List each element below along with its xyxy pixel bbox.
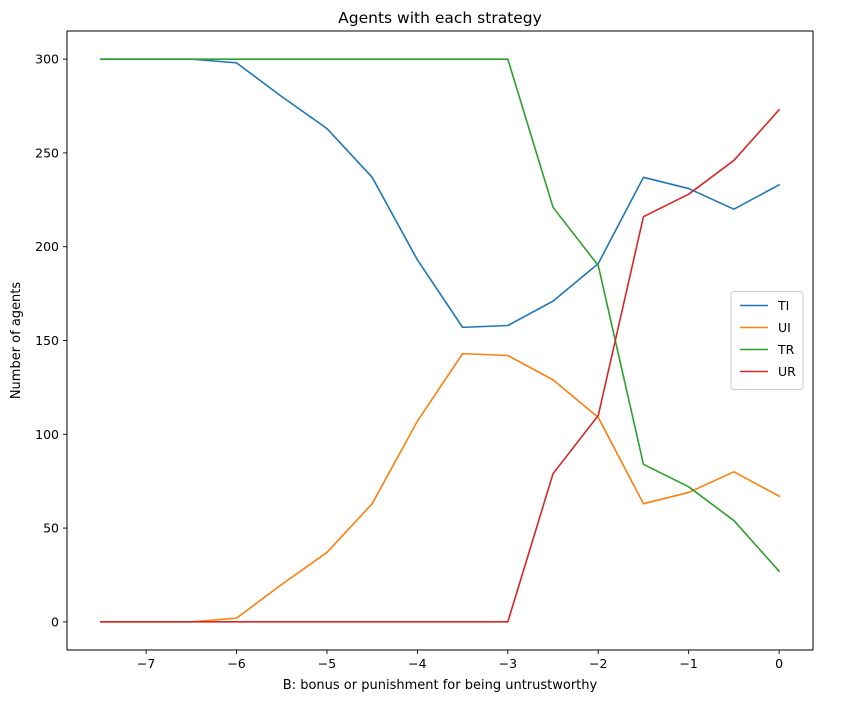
legend-label-tr: TR	[777, 342, 795, 357]
x-tick-label: −6	[227, 656, 245, 671]
series-line-ui	[100, 352, 781, 623]
x-tick-label: −3	[499, 656, 517, 671]
x-tick-label: −4	[408, 656, 426, 671]
series-line-ur	[100, 108, 781, 623]
x-tick-label: −1	[679, 656, 697, 671]
legend: TI UI TR UR	[730, 291, 804, 390]
y-tick-label: 300	[35, 52, 59, 67]
legend-box	[730, 291, 804, 390]
legend-label-ti: TI	[777, 298, 789, 313]
y-axis: 0 50 100 150 200 250 300	[35, 52, 67, 629]
x-tick-label: −7	[137, 656, 155, 671]
y-tick-label: 200	[35, 239, 59, 254]
x-axis: −7 −6 −5 −4 −3 −2 −1 0	[137, 650, 783, 671]
series-line-tr	[100, 58, 781, 573]
legend-label-ui: UI	[778, 320, 791, 335]
y-tick-label: 150	[35, 333, 59, 348]
legend-label-ur: UR	[778, 364, 796, 379]
y-tick-label: 0	[51, 614, 59, 629]
x-tick-label: −2	[589, 656, 607, 671]
y-tick-label: 250	[35, 145, 59, 160]
series-layer	[100, 58, 781, 623]
y-tick-label: 100	[35, 427, 59, 442]
x-tick-label: 0	[775, 656, 783, 671]
series-line-ti	[100, 58, 781, 329]
y-axis-label: Number of agents	[9, 282, 24, 400]
y-tick-label: 50	[43, 521, 59, 536]
chart-title: Agents with each strategy	[338, 9, 542, 27]
x-axis-label: B: bonus or punishment for being untrust…	[283, 678, 598, 693]
x-tick-label: −5	[318, 656, 336, 671]
